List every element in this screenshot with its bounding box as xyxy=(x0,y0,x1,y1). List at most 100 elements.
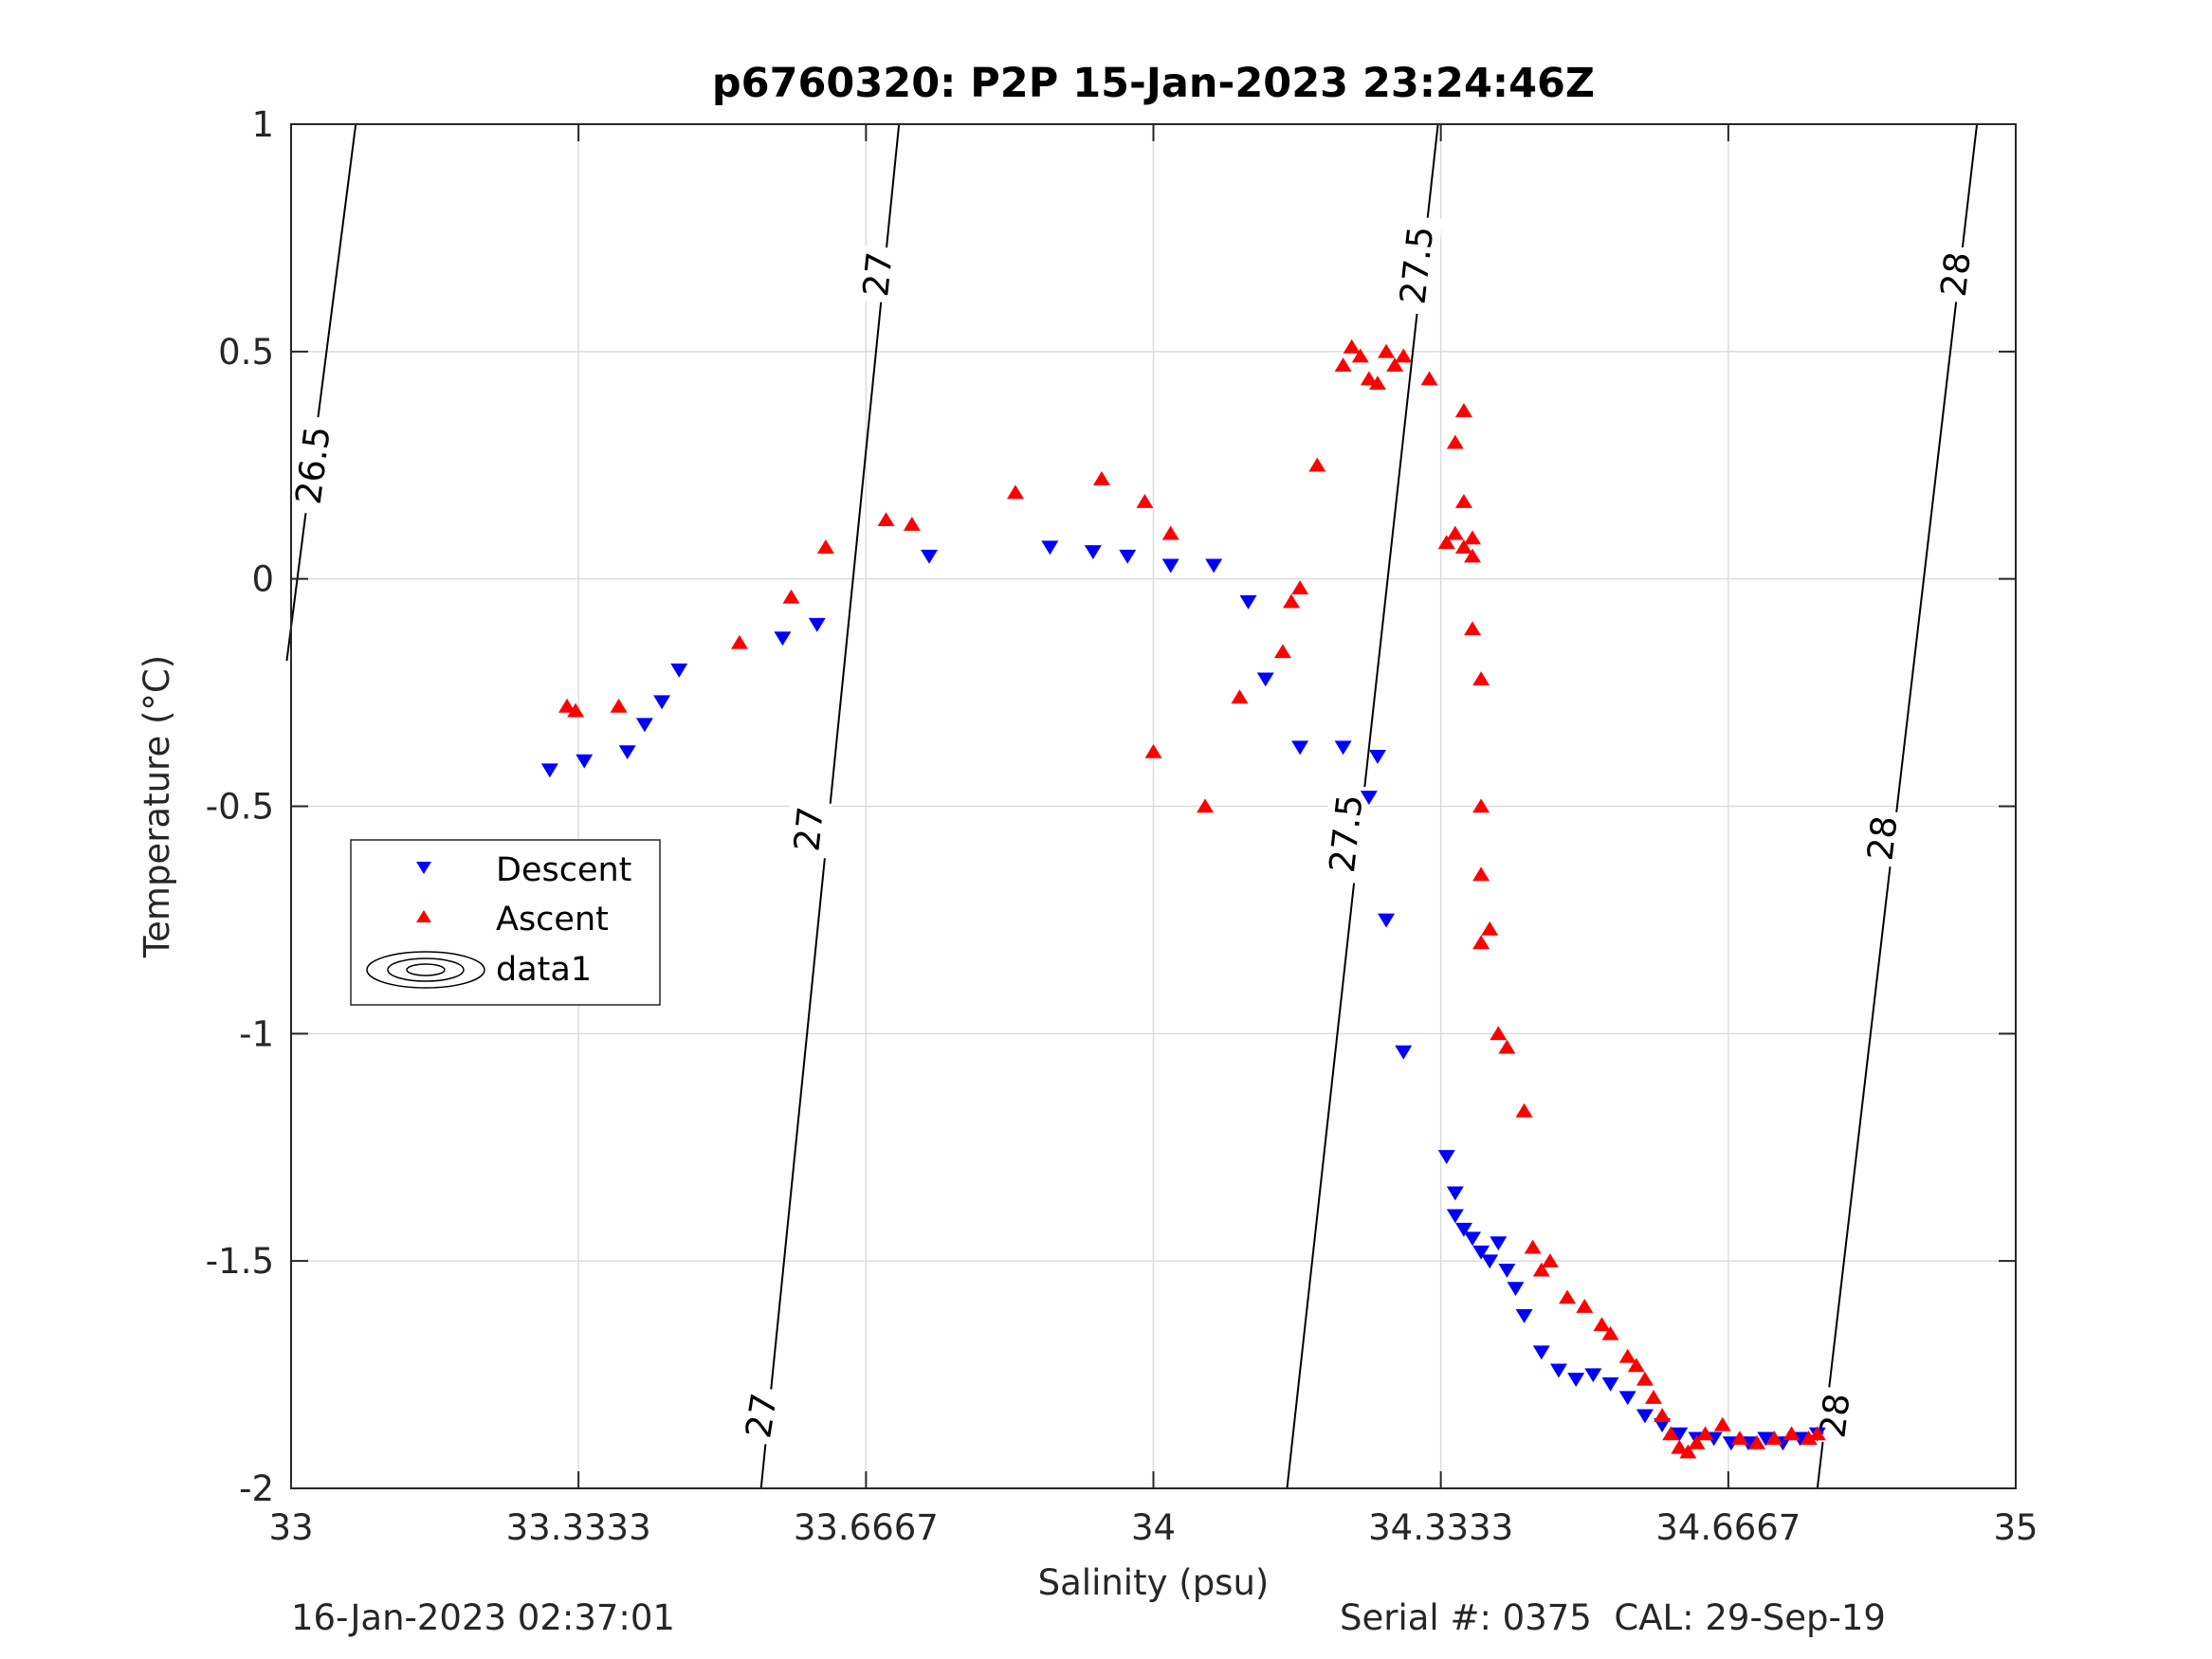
ascent-marker xyxy=(1515,1103,1533,1118)
legend-descent-label: Descent xyxy=(496,851,631,889)
ascent-marker xyxy=(1654,1408,1672,1423)
descent-marker xyxy=(808,617,826,632)
ascent-marker xyxy=(782,589,800,604)
descent-marker xyxy=(1256,672,1274,687)
ascent-marker xyxy=(1541,1253,1559,1267)
descent-marker xyxy=(1481,1254,1499,1269)
ascent-marker xyxy=(1765,1431,1783,1445)
footer-timestamp: 16-Jan-2023 02:37:01 xyxy=(291,1597,675,1638)
ascent-marker xyxy=(1472,935,1490,950)
isopycnal-label: 27 xyxy=(853,245,902,304)
ascent-marker xyxy=(1782,1426,1801,1441)
isopycnal-label-text: 26.5 xyxy=(288,424,338,506)
y-tick-label: 0.5 xyxy=(218,332,274,373)
ascent-marker xyxy=(1420,371,1438,386)
ascent-marker xyxy=(1576,1299,1594,1313)
descent-marker xyxy=(670,663,688,678)
descent-marker xyxy=(1041,540,1059,556)
ascent-marker xyxy=(1618,1348,1636,1363)
ascent-marker xyxy=(1197,798,1215,813)
ascent-marker xyxy=(1464,530,1482,545)
ascent-marker xyxy=(1679,1444,1697,1459)
ascent-marker xyxy=(1593,1317,1611,1332)
isopycnal-label-gap xyxy=(1931,244,1980,304)
isopycnal-label: 27 xyxy=(784,799,832,859)
ascent-marker xyxy=(1524,1239,1542,1254)
ascent-marker xyxy=(1092,471,1110,485)
ascent-marker xyxy=(1696,1426,1714,1441)
ascent-marker xyxy=(1437,535,1455,550)
ascent-marker xyxy=(1481,921,1499,936)
ascent-marker xyxy=(1688,1434,1706,1449)
ascent-marker xyxy=(1144,743,1162,758)
data-series xyxy=(540,338,1826,1459)
y-tick-label: -2 xyxy=(239,1468,274,1509)
descent-marker xyxy=(1205,558,1223,574)
ascent-marker xyxy=(1490,1026,1508,1041)
ascent-marker xyxy=(567,702,585,718)
series-descent xyxy=(540,540,1826,1451)
descent-marker xyxy=(1601,1376,1619,1392)
isopycnal-label-gap xyxy=(285,414,340,517)
isopycnal-label-text: 28 xyxy=(1859,813,1905,863)
descent-marker xyxy=(1395,1045,1413,1060)
ascent-marker xyxy=(1378,343,1396,358)
ascent-marker xyxy=(1532,1262,1550,1277)
descent-marker xyxy=(635,718,653,733)
ascent-marker xyxy=(1351,348,1369,363)
descent-marker xyxy=(1334,740,1352,756)
descent-marker xyxy=(1472,1245,1490,1260)
ascent-marker xyxy=(877,512,895,527)
descent-marker xyxy=(1239,594,1257,610)
ascent-marker xyxy=(1291,580,1309,595)
isopycnal-label: 26.5 xyxy=(285,414,340,517)
ascent-marker xyxy=(1454,494,1472,508)
x-tick-label: 33.3333 xyxy=(506,1507,651,1548)
isopycnal-label-text: 27 xyxy=(738,1391,785,1441)
x-tick-label: 34.6667 xyxy=(1655,1507,1801,1548)
ascent-marker xyxy=(1308,457,1326,472)
legend-item-data1: data1 xyxy=(366,951,592,989)
descent-marker xyxy=(1636,1409,1654,1424)
ascent-marker xyxy=(1498,1039,1516,1054)
descent-marker xyxy=(1368,749,1386,764)
ascent-marker xyxy=(1273,644,1291,659)
contour-icon xyxy=(366,951,485,989)
isopycnal-label-text: 27 xyxy=(786,805,832,853)
y-tick-label: 1 xyxy=(251,104,274,145)
descent-marker xyxy=(576,754,594,769)
ascent-marker xyxy=(1464,548,1482,563)
descent-marker xyxy=(1584,1368,1602,1383)
legend-box xyxy=(350,839,661,1006)
isopycnal-label-gap xyxy=(1390,214,1443,316)
isopycnal-label-gap xyxy=(853,245,902,304)
ascent-marker xyxy=(1343,338,1361,354)
descent-marker xyxy=(1532,1345,1550,1360)
descent-marker xyxy=(1437,1150,1455,1164)
legend-ascent-marker xyxy=(416,910,431,922)
legend-ascent-label: Ascent xyxy=(496,901,609,939)
isopycnal-label-gap xyxy=(1319,783,1372,884)
ascent-marker xyxy=(1464,621,1482,636)
descent-marker xyxy=(1454,1222,1472,1237)
ascent-marker xyxy=(1334,357,1352,372)
ascent-marker xyxy=(730,634,748,649)
legend-item-ascent: Ascent xyxy=(416,901,609,939)
descent-marker xyxy=(1549,1363,1567,1378)
x-axis-label: Salinity (psu) xyxy=(1038,1562,1270,1603)
descent-marker xyxy=(1490,1236,1508,1251)
ascent-marker xyxy=(1808,1426,1826,1441)
ascent-marker xyxy=(1472,866,1490,882)
descent-marker xyxy=(653,695,671,710)
descent-marker xyxy=(1618,1391,1636,1406)
ascent-marker xyxy=(1006,484,1024,500)
ascent-marker xyxy=(1671,1439,1689,1454)
ascent-marker xyxy=(1713,1416,1731,1431)
descent-marker xyxy=(1360,791,1378,806)
ascent-marker xyxy=(1472,798,1490,813)
ascent-marker xyxy=(1454,403,1472,417)
axis-ticks: 33 33.3333 33.6667 34 34.3333 34.6667 35 -2 -1.5… xyxy=(206,104,2038,1548)
descent-marker xyxy=(1464,1231,1482,1247)
ascent-marker xyxy=(1386,357,1404,372)
